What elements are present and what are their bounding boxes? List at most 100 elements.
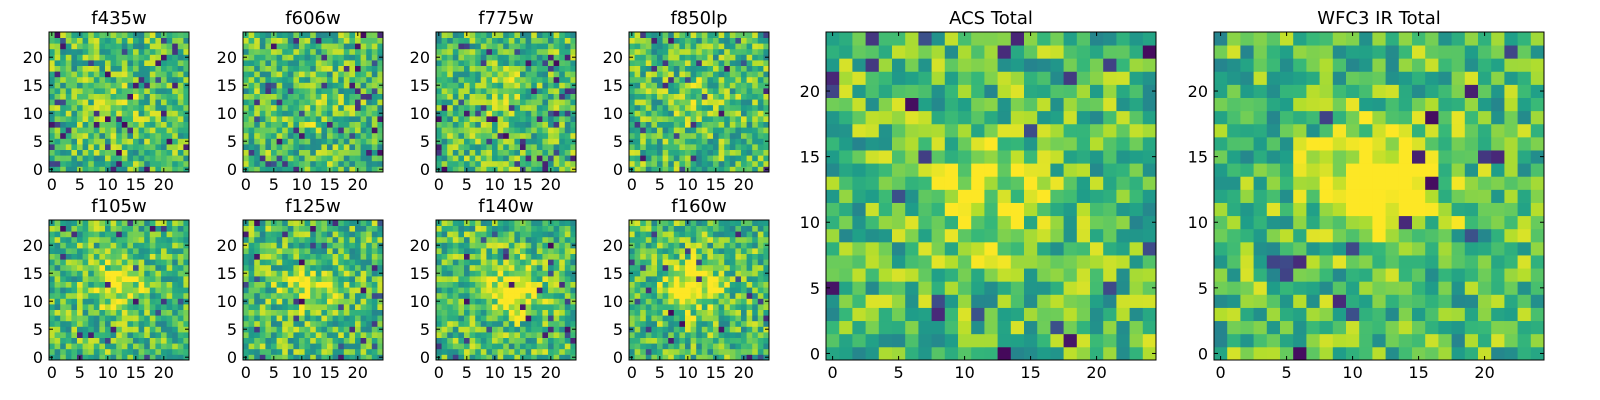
heatmap-cell [355, 343, 361, 350]
heatmap-cell [355, 326, 361, 333]
heatmap-cell [65, 281, 72, 288]
heatmap-cell [338, 138, 345, 145]
heatmap-cell [349, 65, 356, 72]
heatmap-cell [553, 320, 560, 327]
heatmap-cell [492, 138, 498, 145]
heatmap-cell [436, 281, 442, 288]
heatmap-cell [172, 292, 179, 299]
heatmap-cell [564, 281, 571, 288]
heatmap-cell [553, 332, 560, 338]
heatmap-cell [564, 54, 571, 61]
heatmap-cell [177, 253, 184, 260]
heatmap-cell [458, 276, 465, 282]
heatmap-cell [548, 225, 554, 232]
heatmap-cell [713, 315, 719, 322]
heatmap-cell [243, 337, 249, 344]
heatmap-cell [508, 138, 515, 145]
heatmap-cell [531, 71, 538, 78]
heatmap-cell [133, 292, 139, 299]
heatmap-cell [54, 236, 61, 243]
heatmap-cell [458, 82, 465, 89]
heatmap-cell [729, 54, 736, 61]
heatmap-cell [265, 248, 272, 254]
heatmap-cell [696, 82, 703, 89]
heatmap-cell [177, 160, 184, 167]
heatmap-cell [371, 326, 378, 333]
heatmap-cell [458, 144, 465, 150]
heatmap-cell [71, 236, 78, 243]
heatmap-cell [679, 93, 686, 100]
heatmap-cell [497, 65, 504, 72]
heatmap-cell [349, 248, 356, 254]
heatmap-cell [321, 54, 328, 61]
heatmap-cell [436, 37, 442, 44]
heatmap-cell [508, 236, 515, 243]
heatmap-cell [155, 82, 162, 89]
heatmap-cell [315, 259, 322, 266]
heatmap-cell [276, 248, 283, 254]
heatmap-cell [536, 225, 543, 232]
heatmap-cell [65, 292, 72, 299]
heatmap-cell [149, 315, 156, 322]
heatmap-cell [282, 332, 289, 338]
heatmap-cell [514, 121, 521, 128]
heatmap-cell [349, 37, 356, 44]
heatmap-cells [436, 220, 577, 361]
heatmap-cell [65, 298, 72, 305]
heatmap-cell [99, 116, 106, 122]
heatmap-cell [254, 253, 261, 260]
heatmap-cell [293, 155, 300, 162]
heatmap-cell [371, 166, 378, 173]
heatmap-cell [497, 71, 504, 78]
heatmap-cell [503, 315, 510, 322]
heatmap-cell [265, 264, 272, 271]
heatmap-cell [310, 264, 317, 271]
heatmap-cell [121, 149, 128, 156]
heatmap-cell [668, 132, 675, 139]
heatmap-cell [735, 65, 742, 72]
heatmap-cell [746, 60, 753, 66]
heatmap-cell [144, 309, 151, 316]
heatmap-cell [177, 276, 184, 282]
heatmap-cell [475, 281, 482, 288]
heatmap-cell [60, 287, 67, 294]
heatmap-cell [645, 43, 652, 50]
heatmap-cell [60, 65, 67, 72]
heatmap-cell [259, 236, 266, 243]
heatmap-cell [93, 248, 100, 254]
heatmap-cell [757, 144, 764, 150]
heatmap-cell [310, 231, 317, 238]
heatmap-cell [332, 88, 339, 94]
heatmap-cell [752, 292, 759, 299]
heatmap-cell [265, 320, 272, 327]
heatmap-cell [492, 298, 498, 305]
heatmap-cell [49, 248, 55, 254]
heatmap-cell [65, 253, 72, 260]
heatmap-cell [315, 127, 322, 134]
heatmap-cell [349, 166, 356, 173]
heatmap-cell [564, 121, 571, 128]
heatmap-cell [657, 138, 663, 145]
heatmap-cell [276, 110, 283, 117]
heatmap-cell [177, 315, 184, 322]
heatmap-cell [371, 54, 378, 61]
heatmap-cell [327, 127, 333, 134]
heatmap-cell [486, 242, 493, 249]
heatmap-cell [503, 155, 510, 162]
heatmap-cell [469, 343, 476, 350]
heatmap-cell [265, 76, 272, 83]
heatmap-cell [377, 32, 384, 38]
heatmap-cell [441, 287, 448, 294]
heatmap-cell [287, 292, 294, 299]
x-tick-label: 10 [485, 363, 505, 382]
heatmap-cell [480, 60, 487, 66]
heatmap-cell [60, 326, 67, 333]
heatmap-cell [713, 110, 719, 117]
heatmap-cell [161, 348, 167, 355]
heatmap-cell [553, 155, 560, 162]
heatmap-cell [248, 54, 255, 61]
heatmap-cell [718, 99, 725, 106]
y-tick-label: 20 [410, 48, 430, 67]
heatmap-cell [149, 309, 156, 316]
heatmap-cell [447, 320, 454, 327]
